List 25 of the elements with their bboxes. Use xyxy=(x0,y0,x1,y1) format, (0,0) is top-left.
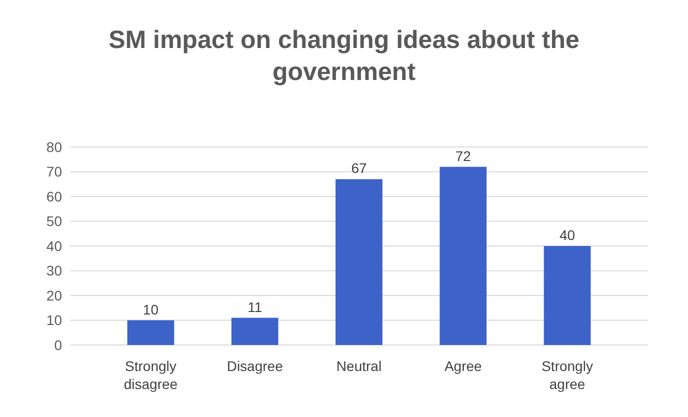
y-tick-label: 70 xyxy=(46,164,62,180)
chart-title: SM impact on changing ideas about the government xyxy=(108,26,580,86)
data-label: 67 xyxy=(351,160,367,176)
x-tick-label: Strongly agree xyxy=(542,358,593,392)
data-label: 40 xyxy=(560,227,576,243)
data-label: 10 xyxy=(142,301,159,318)
bar xyxy=(336,179,382,345)
bar xyxy=(440,166,487,345)
x-tick-label: Neutral xyxy=(336,358,382,374)
bar xyxy=(544,246,591,345)
y-tick-label: 30 xyxy=(46,262,62,279)
x-tick-label: Disagree xyxy=(226,358,284,374)
y-tick-label: 10 xyxy=(46,312,62,328)
bar xyxy=(231,318,278,345)
data-label: 72 xyxy=(455,148,472,164)
y-tick-label: 80 xyxy=(46,138,62,155)
x-tick-label: Strongly disagree xyxy=(124,358,178,392)
y-tick-label: 40 xyxy=(46,238,62,254)
data-label: 11 xyxy=(248,298,262,315)
bar xyxy=(127,320,174,345)
x-tick-label: Agree xyxy=(444,358,482,374)
y-tick-label: 20 xyxy=(46,287,62,304)
y-tick-label: 60 xyxy=(46,188,62,204)
y-tick-label: 0 xyxy=(54,336,62,353)
y-tick-label: 50 xyxy=(46,213,62,230)
